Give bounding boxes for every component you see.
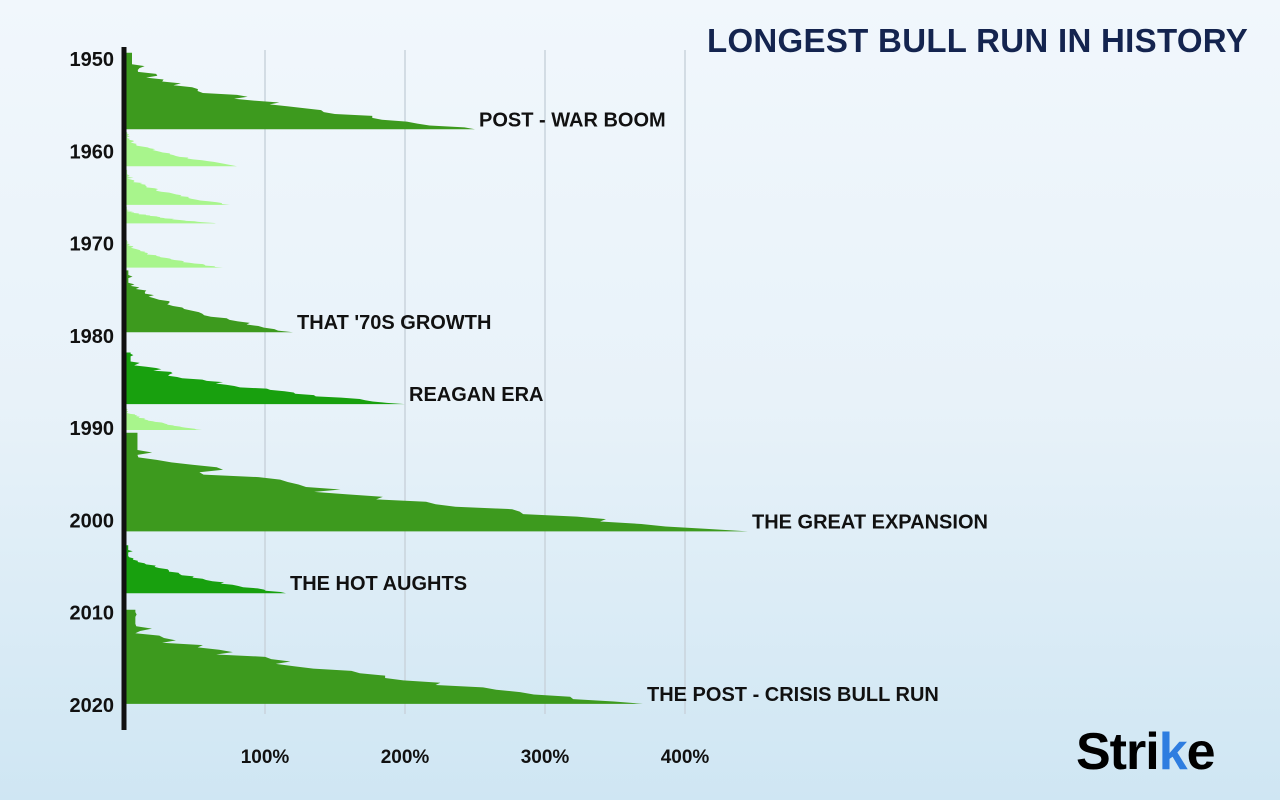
x-tick-label: 100% [241,747,290,768]
bull-run-label: THE HOT AUGHTS [290,573,467,595]
x-tick-labels: 100% 200% 300% 400% [241,747,710,768]
logo-text-accent: k [1158,723,1188,781]
bull-run-area [125,270,293,333]
bull-run-area [125,352,405,405]
y-tick-label: 1970 [70,234,115,256]
bull-run-area [125,609,643,704]
x-tick-label: 200% [381,747,430,768]
y-tick-label: 1980 [70,326,115,348]
x-tick-label: 300% [521,747,570,768]
bull-run-label: REAGAN ERA [409,384,543,406]
bull-run-label: THE POST - CRISIS BULL RUN [647,684,939,706]
bull-run-area [125,206,216,224]
y-tick-label: 1990 [70,418,115,440]
year-labels: 1950 1960 1970 1980 1990 2000 2010 2020 [70,49,115,717]
bull-run-label: THAT '70S GROWTH [297,312,491,334]
bull-run-label: POST - WAR BOOM [479,109,666,131]
bull-run-area [125,239,223,268]
chart-title: LONGEST BULL RUN IN HISTORY [706,22,1248,59]
y-tick-label: 2000 [70,510,115,532]
strike-logo: Strike [1076,722,1216,782]
y-tick-label: 1960 [70,141,115,163]
y-tick-label: 2010 [70,603,115,625]
bull-run-area [125,169,230,205]
bull-run-areas [125,52,748,704]
x-tick-label: 400% [661,747,710,768]
y-tick-label: 1950 [70,49,115,71]
y-tick-label: 2020 [70,695,115,717]
bull-run-area [125,545,286,594]
logo-text-main: Stri [1076,723,1160,781]
logo-text-tail: e [1186,723,1216,781]
bull-run-area [125,432,748,532]
grid-lines [264,50,686,714]
bull-run-area [125,132,237,167]
bull-run-area [125,406,202,430]
bull-run-area [125,52,475,130]
bull-run-labels: POST - WAR BOOM THAT '70S GROWTH REAGAN ER… [290,109,988,706]
bull-run-label: THE GREAT EXPANSION [752,511,988,533]
